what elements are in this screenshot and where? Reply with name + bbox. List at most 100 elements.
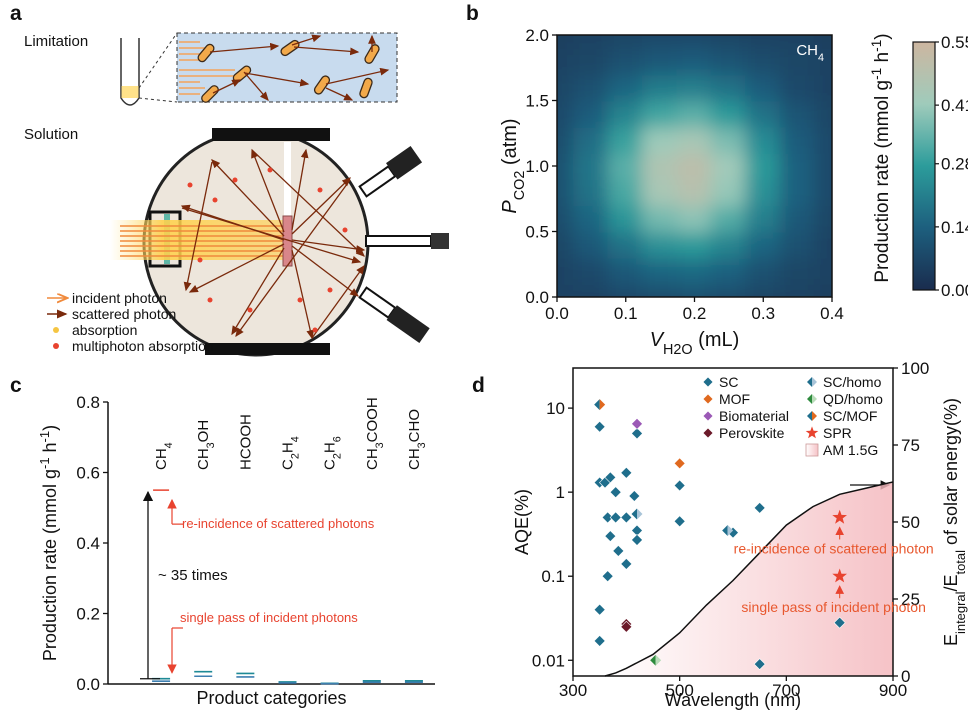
heatmap-cell [676,231,712,259]
heatmap-cells [539,21,850,311]
y-tick-label: 1.0 [525,157,549,176]
y-tick-label: 0.0 [525,288,549,307]
zoom-line [139,33,177,88]
diagram-label: Limitation [24,33,88,50]
heatmap-cell [573,178,609,206]
legend-label: incident photon [72,290,167,306]
heatmap-cell [642,47,678,75]
legend-label: AM 1.5G [823,442,878,458]
heatmap-cell [711,178,747,206]
heatmap-cell [711,100,747,128]
x-axis-label: VH2O (mL) [650,329,740,358]
colorbar-label: Production rate (mmol g-1 h-1) [869,33,894,282]
heatmap-cell [573,204,609,232]
legend-swatch [806,444,818,456]
label-part: h [872,52,893,68]
zoom-line [139,98,177,102]
point [613,545,624,556]
point-half [807,394,812,404]
heatmap-cell [779,204,815,232]
panel-letter: d [472,374,485,397]
heatmap-cell [642,73,678,101]
point-half [807,411,812,421]
label-part: integral [953,591,968,634]
label-part: E [941,634,961,646]
incident-beams [120,226,284,256]
reactor-cap [212,128,330,141]
heatmap-cell [642,152,678,180]
category-label: CH3COOH [364,397,386,470]
y-axis-label: PCO2 (atm) [499,118,528,213]
point [754,502,765,513]
heatmap-cell [745,231,781,259]
point-half [722,525,728,536]
point-half [812,411,817,421]
y2-tick-label: 100 [901,359,929,378]
y-tick-label: 0.0 [76,675,100,694]
heatmap-cell [676,257,712,285]
y-tick-label: 1 [556,483,565,502]
heatmap-cell [745,100,781,128]
label-part: Production rate (mmol g [40,469,60,661]
y-tick-label: 0.2 [76,605,100,624]
heatmap-cell [642,231,678,259]
colorbar-tick-label: 0.28 [941,155,968,174]
heatmap-cell [779,231,815,259]
point [610,487,621,498]
point [621,467,632,478]
heatmap-cell [779,100,815,128]
tube-liquid [122,86,139,98]
y-axis-label: Production rate (mmol g-1 h-1) [37,425,61,661]
point [806,426,819,438]
colorbar-tick-label: 0.55 [941,33,968,52]
heatmap-cell [745,204,781,232]
heatmap [539,21,850,311]
point-half [594,399,600,410]
heatmap-cell [608,152,644,180]
heatmap-cell [676,126,712,154]
heatmap-cell [676,73,712,101]
label-part: total [953,550,968,575]
heatmap-cell [779,126,815,154]
heatmap-cell [642,257,678,285]
label-part: H2O [663,342,693,358]
y-tick-label: 10 [546,399,565,418]
category-label: CH4 [153,442,175,470]
heatmap-cell [745,73,781,101]
heatmap-cell [608,73,644,101]
heatmap-cell [573,100,609,128]
y-tick-label: 0.5 [525,223,549,242]
panel-letter: a [10,2,22,25]
slot [284,142,291,217]
diagram: Limitation Solution [24,33,449,355]
point [674,480,685,491]
legend-label: SC/MOF [823,408,877,424]
label-part: -1 [869,40,884,52]
point-half [600,399,606,410]
colorbar-tick-label: 0.14 [941,218,968,237]
heatmap-cell [573,152,609,180]
category-label: C2H6 [322,436,344,470]
point [621,512,632,523]
legend-icon [53,343,59,349]
heatmap-cell [745,126,781,154]
heatmap-cell [642,126,678,154]
point [807,411,817,421]
heatmap-cell [573,73,609,101]
colorbar [913,42,935,290]
point [602,571,613,582]
heatmap-cell [608,178,644,206]
heatmap-cell [642,100,678,128]
point [629,491,640,502]
category-label: CH3CHO [406,409,428,470]
y-axis-label: AQE(%) [512,489,532,555]
point-half [632,508,638,519]
annotation: re-incidence of scattered photons [182,516,375,531]
label-part: ) [872,33,893,39]
legend-label: SC/homo [823,374,882,390]
point [807,377,817,387]
y2-tick-label: 0 [901,667,910,686]
legend-icon [53,327,59,333]
x-axis-label: Wavelength (nm) [665,690,801,710]
legend-label: Biomaterial [719,408,789,424]
